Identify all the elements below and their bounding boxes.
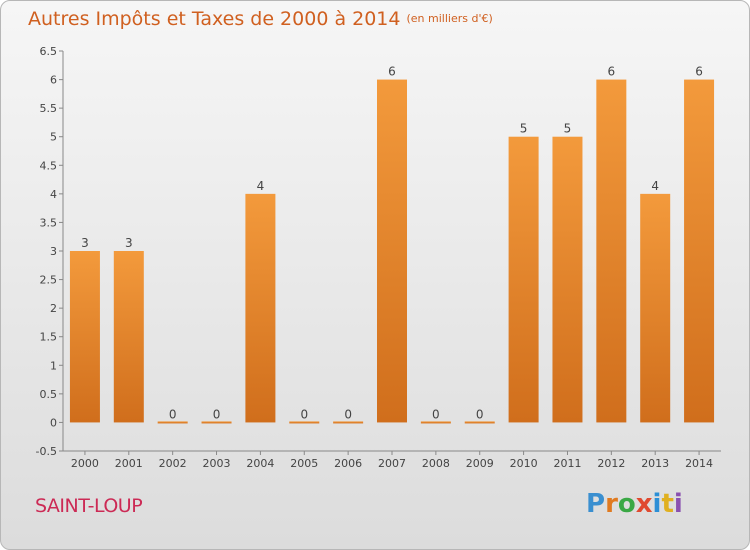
x-tick-label: 2005 xyxy=(290,457,318,470)
y-tick-label: 2.5 xyxy=(40,274,58,287)
bar xyxy=(684,79,715,423)
logo-letter: i xyxy=(673,489,683,519)
y-tick-label: 1 xyxy=(50,359,57,372)
x-tick-label: 2001 xyxy=(115,457,143,470)
x-tick-label: 2014 xyxy=(685,457,713,470)
x-tick-label: 2009 xyxy=(466,457,494,470)
x-tick-label: 2011 xyxy=(553,457,581,470)
data-label: 0 xyxy=(213,407,221,421)
data-label: 0 xyxy=(344,407,352,421)
x-tick-label: 2003 xyxy=(203,457,231,470)
y-tick-label: 6 xyxy=(50,74,57,87)
proxiti-logo: Proxiti xyxy=(586,489,683,519)
data-label: 4 xyxy=(651,179,659,193)
data-label: 0 xyxy=(476,407,484,421)
bar xyxy=(464,421,495,424)
x-tick-label: 2000 xyxy=(71,457,99,470)
bar xyxy=(245,193,276,423)
y-tick-label: 4 xyxy=(50,188,57,201)
bar xyxy=(596,79,627,423)
bar xyxy=(552,136,583,423)
x-tick-label: 2002 xyxy=(159,457,187,470)
data-label: 0 xyxy=(169,407,177,421)
y-tick-label: 3 xyxy=(50,245,57,258)
x-tick-label: 2010 xyxy=(510,457,538,470)
bar xyxy=(69,251,100,423)
data-label: 6 xyxy=(388,65,396,79)
logo-letter: t xyxy=(661,489,674,519)
y-tick-label: -0.5 xyxy=(36,445,57,458)
y-tick-label: 6.5 xyxy=(40,45,58,58)
y-tick-label: 5.5 xyxy=(40,102,58,115)
x-tick-label: 2012 xyxy=(597,457,625,470)
y-tick-label: 0.5 xyxy=(40,388,58,401)
data-label: 0 xyxy=(432,407,440,421)
data-label: 4 xyxy=(257,179,265,193)
bar xyxy=(640,193,671,423)
bar xyxy=(333,421,364,424)
chart-title: Autres Impôts et Taxes de 2000 à 2014 (en… xyxy=(28,8,493,30)
bar xyxy=(420,421,451,424)
data-label: 3 xyxy=(125,236,133,250)
y-tick-label: 1.5 xyxy=(40,331,58,344)
bar xyxy=(508,136,539,423)
y-tick-label: 5 xyxy=(50,131,57,144)
bar xyxy=(157,421,188,424)
commune-name: SAINT-LOUP xyxy=(35,495,143,517)
y-tick-label: 4.5 xyxy=(40,159,58,172)
x-tick-label: 2006 xyxy=(334,457,362,470)
data-label: 6 xyxy=(695,65,703,79)
bar xyxy=(377,79,407,423)
data-label: 5 xyxy=(564,122,572,136)
x-tick-label: 2007 xyxy=(378,457,406,470)
logo-letter: r xyxy=(605,489,618,519)
bar xyxy=(113,251,144,423)
x-tick-label: 2004 xyxy=(246,457,274,470)
data-label: 3 xyxy=(81,236,89,250)
data-label: 5 xyxy=(520,122,528,136)
x-tick-label: 2008 xyxy=(422,457,450,470)
y-tick-label: 2 xyxy=(50,302,57,315)
data-label: 6 xyxy=(608,65,616,79)
logo-letter: i xyxy=(652,489,662,519)
chart-unit: (en milliers d'€) xyxy=(406,12,493,25)
logo-letter: P xyxy=(586,489,606,519)
bar xyxy=(289,421,320,424)
x-tick-label: 2013 xyxy=(641,457,669,470)
bar xyxy=(201,421,232,424)
y-tick-label: 0 xyxy=(50,416,57,429)
logo-letter: x xyxy=(635,489,653,519)
data-label: 0 xyxy=(300,407,308,421)
y-tick-label: 3.5 xyxy=(40,216,58,229)
logo-letter: o xyxy=(617,489,636,519)
